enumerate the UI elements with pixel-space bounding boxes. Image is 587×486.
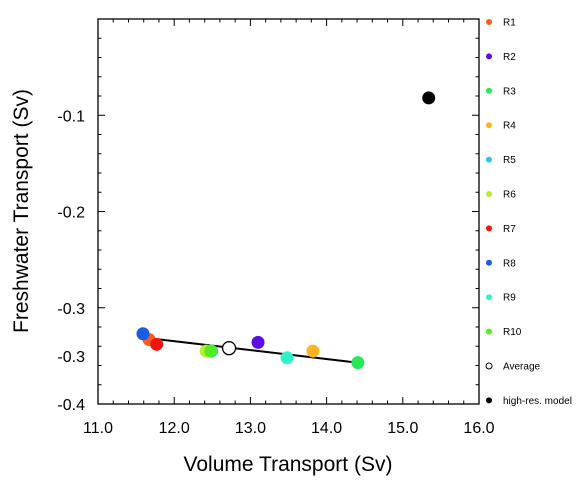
point-average xyxy=(221,341,237,356)
legend-label-r10: R10 xyxy=(503,327,522,338)
point-r2 xyxy=(251,335,265,349)
y-tick-label: -0.2 xyxy=(57,205,85,222)
legend-marker-r6 xyxy=(486,191,492,197)
legend-label-r2: R2 xyxy=(503,52,516,63)
y-tick-label: -0.3 xyxy=(57,349,85,366)
legend-marker-r3 xyxy=(486,87,492,94)
legend-marker-r1 xyxy=(486,19,492,25)
legend-label-r7: R7 xyxy=(503,224,516,235)
point-r8 xyxy=(136,327,150,341)
x-tick-label: 13.0 xyxy=(235,420,266,437)
legend-marker-average xyxy=(485,362,493,370)
x-tick-label: 12.0 xyxy=(159,420,190,437)
y-tick-label: -0.3 xyxy=(57,301,85,318)
legend-label-r5: R5 xyxy=(503,155,516,166)
legend-marker-r4 xyxy=(486,122,492,129)
legend-marker-r7 xyxy=(486,225,492,232)
point-r4 xyxy=(306,344,320,358)
legend-marker-r10 xyxy=(486,328,492,335)
legend-label-high-res-model: high-res. model xyxy=(503,396,572,407)
regression-line xyxy=(143,336,358,364)
legend-marker-r8 xyxy=(486,259,492,266)
y-axis-ticks: -0.1 -0.2 -0.3 -0.3 -0.4 xyxy=(57,18,479,414)
legend-marker-r9 xyxy=(486,294,492,301)
legend-label-r1: R1 xyxy=(503,18,516,29)
x-tick-label: 14.0 xyxy=(311,420,342,437)
legend-label-r3: R3 xyxy=(503,86,516,97)
point-r9 xyxy=(280,351,294,365)
legend-label-r6: R6 xyxy=(503,190,516,201)
y-tick-label: -0.1 xyxy=(57,108,85,125)
y-tick-label: -0.4 xyxy=(57,397,85,414)
point-r7 xyxy=(150,337,164,351)
legend: R1 R2 R3 R4 R5 R6 R7 R8 R9 R10 Average high-res. mo… xyxy=(485,18,572,407)
legend-label-r8: R8 xyxy=(503,258,516,269)
legend-label-average: Average xyxy=(503,362,541,373)
point-high-res-model xyxy=(422,91,436,105)
x-tick-label: 11.0 xyxy=(83,420,113,437)
legend-label-r4: R4 xyxy=(503,121,516,132)
legend-marker-r5 xyxy=(486,156,492,163)
legend-marker-high-res-model xyxy=(486,397,492,404)
legend-marker-r2 xyxy=(486,53,492,60)
x-axis-ticks: 11.0 12.0 13.0 14.0 15.0 16.0 xyxy=(83,19,495,437)
legend-label-r9: R9 xyxy=(503,293,516,304)
x-tick-label: 16.0 xyxy=(463,420,494,437)
point-r10 xyxy=(204,344,218,358)
x-axis-title: Volume Transport (Sv) xyxy=(184,453,393,476)
data-points xyxy=(136,91,436,370)
y-axis-title: Freshwater Transport (Sv) xyxy=(10,89,33,333)
x-tick-label: 15.0 xyxy=(387,420,418,437)
point-r3 xyxy=(351,356,365,370)
